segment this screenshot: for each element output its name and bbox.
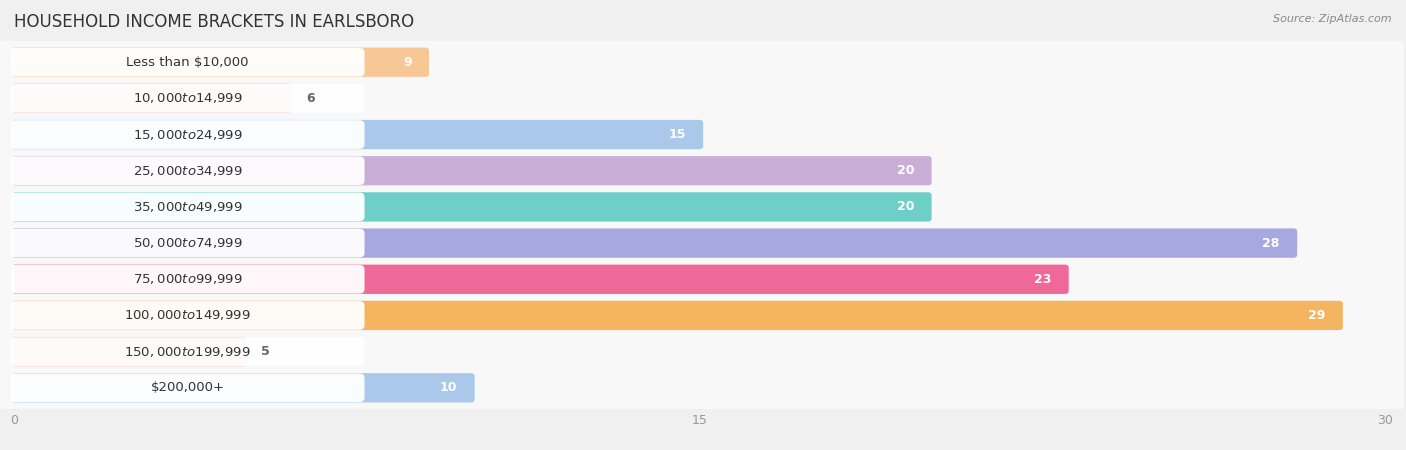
Text: 29: 29 [1308, 309, 1326, 322]
FancyBboxPatch shape [11, 374, 364, 402]
FancyBboxPatch shape [10, 301, 1343, 330]
Text: 9: 9 [404, 56, 412, 69]
FancyBboxPatch shape [10, 48, 429, 77]
Text: $100,000 to $149,999: $100,000 to $149,999 [125, 308, 250, 323]
FancyBboxPatch shape [0, 258, 1405, 301]
FancyBboxPatch shape [0, 77, 1405, 120]
FancyBboxPatch shape [10, 156, 932, 185]
FancyBboxPatch shape [11, 48, 364, 76]
Text: 23: 23 [1033, 273, 1052, 286]
FancyBboxPatch shape [10, 265, 1069, 294]
Text: $200,000+: $200,000+ [150, 381, 225, 394]
Text: $10,000 to $14,999: $10,000 to $14,999 [132, 91, 243, 105]
Text: 5: 5 [262, 345, 270, 358]
FancyBboxPatch shape [11, 229, 364, 257]
Text: HOUSEHOLD INCOME BRACKETS IN EARLSBORO: HOUSEHOLD INCOME BRACKETS IN EARLSBORO [14, 13, 415, 31]
FancyBboxPatch shape [11, 301, 364, 330]
FancyBboxPatch shape [11, 338, 364, 366]
FancyBboxPatch shape [0, 185, 1405, 228]
Text: $35,000 to $49,999: $35,000 to $49,999 [132, 200, 243, 214]
FancyBboxPatch shape [0, 149, 1405, 192]
Text: 10: 10 [440, 381, 457, 394]
FancyBboxPatch shape [11, 84, 364, 112]
Text: 28: 28 [1263, 237, 1279, 250]
Text: $25,000 to $34,999: $25,000 to $34,999 [132, 164, 243, 178]
FancyBboxPatch shape [0, 113, 1405, 156]
FancyBboxPatch shape [11, 120, 364, 149]
Text: $15,000 to $24,999: $15,000 to $24,999 [132, 127, 243, 142]
Text: 20: 20 [897, 164, 914, 177]
Text: Less than $10,000: Less than $10,000 [127, 56, 249, 69]
Text: $75,000 to $99,999: $75,000 to $99,999 [132, 272, 243, 286]
FancyBboxPatch shape [0, 294, 1405, 337]
Text: 15: 15 [668, 128, 686, 141]
FancyBboxPatch shape [0, 41, 1405, 84]
FancyBboxPatch shape [10, 229, 1298, 258]
FancyBboxPatch shape [11, 265, 364, 293]
FancyBboxPatch shape [0, 366, 1405, 409]
FancyBboxPatch shape [10, 337, 246, 366]
FancyBboxPatch shape [11, 157, 364, 185]
FancyBboxPatch shape [10, 84, 292, 113]
FancyBboxPatch shape [0, 222, 1405, 265]
Text: 6: 6 [307, 92, 315, 105]
Text: $150,000 to $199,999: $150,000 to $199,999 [125, 345, 250, 359]
Text: 20: 20 [897, 200, 914, 213]
FancyBboxPatch shape [11, 193, 364, 221]
Text: $50,000 to $74,999: $50,000 to $74,999 [132, 236, 243, 250]
Text: Source: ZipAtlas.com: Source: ZipAtlas.com [1274, 14, 1392, 23]
FancyBboxPatch shape [0, 330, 1405, 373]
FancyBboxPatch shape [10, 120, 703, 149]
FancyBboxPatch shape [10, 192, 932, 221]
FancyBboxPatch shape [10, 373, 475, 402]
